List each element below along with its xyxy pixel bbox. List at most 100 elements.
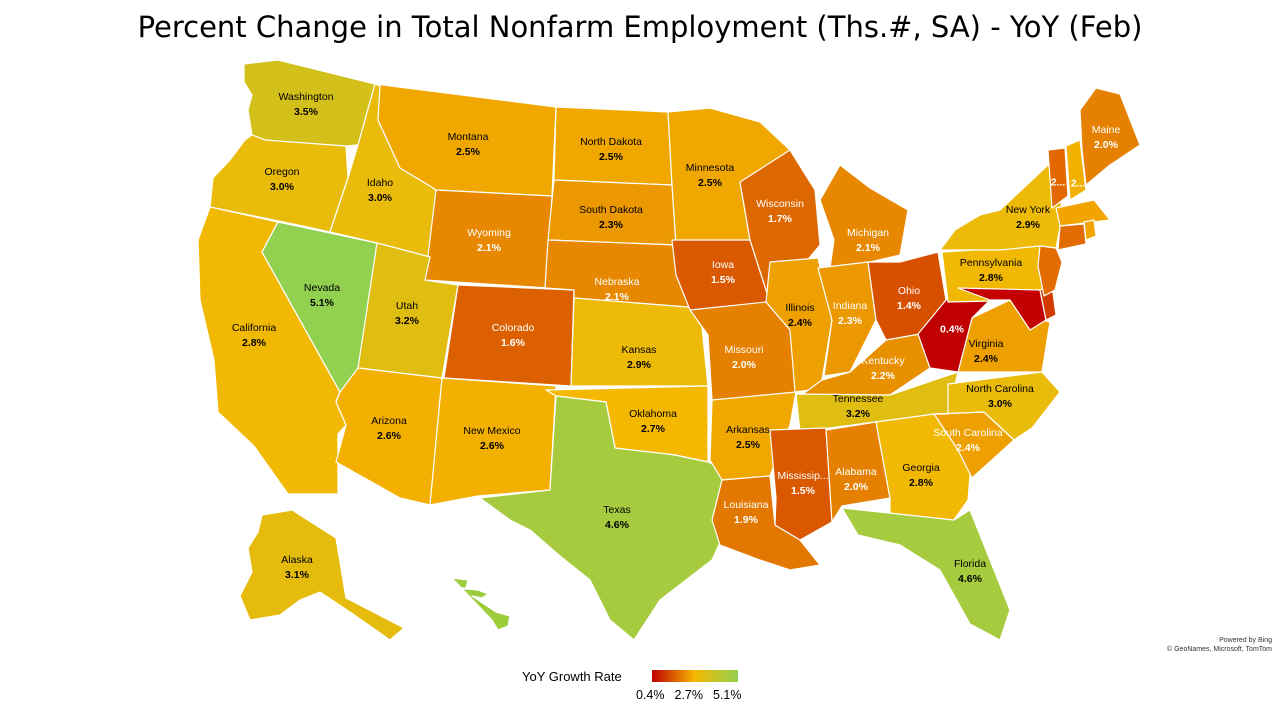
state-value: 2... <box>1050 176 1066 189</box>
state-name: Michigan <box>846 227 890 239</box>
state-name: Colorado <box>491 322 535 334</box>
state-name: Iowa <box>711 259 735 271</box>
state-name: North Dakota <box>580 136 642 148</box>
state-value: 2.8% <box>909 477 933 489</box>
state-value: 1.4% <box>897 300 921 312</box>
state-label-ok: Oklahoma 2.7% <box>629 407 677 437</box>
legend-gradient-bar <box>652 670 738 682</box>
state-name: Ohio <box>897 285 921 297</box>
state-label-tn: Tennessee 3.2% <box>833 392 884 422</box>
state-label-ia: Iowa 1.5% <box>711 258 735 288</box>
state-name: Texas <box>603 504 631 516</box>
state-al <box>825 421 891 523</box>
state-name: Kansas <box>621 344 657 356</box>
legend-max-label: 5.1% <box>713 688 742 702</box>
state-name: Wisconsin <box>756 198 804 210</box>
state-label-mt: Montana 2.5% <box>448 130 489 160</box>
state-value: 2.7% <box>641 423 665 435</box>
state-name: Virginia <box>968 338 1004 350</box>
state-label-ca: California 2.8% <box>232 321 276 351</box>
state-label-ut: Utah 3.2% <box>395 299 419 329</box>
state-name: Illinois <box>785 302 815 314</box>
state-name: Arkansas <box>726 424 770 436</box>
state-value: 3.5% <box>294 106 318 118</box>
state-label-az: Arizona 2.6% <box>371 414 407 444</box>
state-value: 2.3% <box>599 219 623 231</box>
state-value: 2.0% <box>844 481 868 493</box>
state-label-il: Illinois 2.4% <box>785 301 814 331</box>
state-name: Maine <box>1091 124 1121 136</box>
state-value: 5.1% <box>310 297 334 309</box>
state-label-fl: Florida 4.6% <box>954 557 986 587</box>
state-name: California <box>231 322 277 334</box>
state-label-or: Oregon 3.0% <box>264 165 299 195</box>
state-label-ar: Arkansas 2.5% <box>726 423 770 453</box>
state-value: 2.1% <box>477 242 501 254</box>
state-label-sc: South Carolina 2.4% <box>933 426 1002 456</box>
state-me <box>1079 87 1141 186</box>
state-value: 3.0% <box>270 181 294 193</box>
state-name: Arizona <box>371 415 407 427</box>
state-name: Missouri <box>724 344 764 356</box>
map-title: Percent Change in Total Nonfarm Employme… <box>137 10 1143 44</box>
state-name: Pennsylvania <box>959 257 1023 269</box>
state-ma <box>1055 199 1111 227</box>
legend-min-label: 0.4% <box>636 688 665 702</box>
state-nc <box>933 371 1061 441</box>
state-hi <box>451 577 511 631</box>
credit-line-2: © GeoNames, Microsoft, TomTom <box>1167 646 1272 653</box>
state-value: 2.1% <box>605 291 629 303</box>
state-mi <box>819 164 909 269</box>
legend-title: YoY Growth Rate <box>522 669 622 684</box>
state-ct <box>1057 223 1087 251</box>
state-value: 2.4% <box>974 353 998 365</box>
state-label-nc: North Carolina 3.0% <box>966 382 1034 412</box>
state-value: 2.4% <box>788 317 812 329</box>
state-label-oh: Ohio 1.4% <box>897 284 921 314</box>
state-label-in: Indiana 2.3% <box>833 299 867 329</box>
state-vt <box>1047 147 1069 209</box>
state-value: 2.5% <box>599 151 623 163</box>
state-name: Montana <box>447 131 489 143</box>
state-value: 4.6% <box>605 519 629 531</box>
state-value: 1.5% <box>791 485 815 497</box>
state-name: Minnesota <box>685 162 735 174</box>
state-label-nv: Nevada 5.1% <box>304 281 340 311</box>
state-name: Louisiana <box>723 499 769 511</box>
state-label-ne: Nebraska 2.1% <box>595 275 640 305</box>
state-label-wy: Wyoming 2.1% <box>467 226 511 256</box>
state-value: 2.5% <box>456 146 480 158</box>
state-label-ny: New York 2.9% <box>1006 203 1050 233</box>
state-label-me: Maine 2.0% <box>1092 123 1121 153</box>
state-value: 2.3% <box>838 315 862 327</box>
state-name: New Mexico <box>463 425 521 437</box>
state-value: 2.9% <box>1016 219 1040 231</box>
state-value: 2.8% <box>979 272 1003 284</box>
state-name: South Carolina <box>933 427 1003 439</box>
state-label-mn: Minnesota 2.5% <box>686 161 734 191</box>
state-label-ga: Georgia 2.8% <box>902 461 939 491</box>
state-value: 2... <box>1070 177 1086 190</box>
state-name: Tennessee <box>832 393 884 405</box>
state-name: Wyoming <box>467 227 511 239</box>
map-credit: Powered by Bing © GeoNames, Microsoft, T… <box>1167 636 1272 654</box>
state-value: 1.6% <box>501 337 525 349</box>
state-label-al: Alabama 2.0% <box>835 465 876 495</box>
state-label-ky: Kentucky 2.2% <box>861 354 904 384</box>
state-value: 3.2% <box>395 315 419 327</box>
state-label-id: Idaho 3.0% <box>367 176 393 206</box>
state-value: 1.7% <box>768 213 792 225</box>
state-label-ms: Mississip... 1.5% <box>777 469 828 499</box>
state-label-mo: Missouri 2.0% <box>724 343 763 373</box>
legend-mid-label: 2.7% <box>674 688 704 702</box>
state-or <box>209 134 349 233</box>
state-name: Nevada <box>303 282 341 294</box>
state-tx <box>479 395 733 641</box>
state-name: Georgia <box>902 462 940 474</box>
state-label-wa: Washington 3.5% <box>278 90 333 120</box>
state-name: New York <box>1005 204 1051 216</box>
state-value: 2.9% <box>627 359 651 371</box>
state-value: 2.6% <box>480 440 504 452</box>
state-label-nd: North Dakota 2.5% <box>580 135 642 165</box>
